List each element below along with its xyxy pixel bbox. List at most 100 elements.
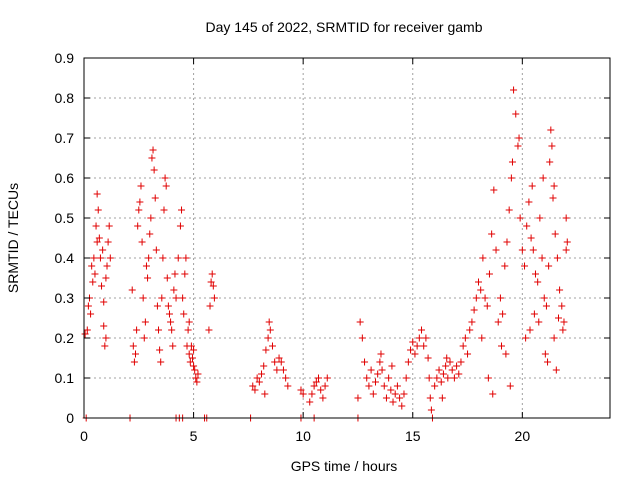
data-point	[136, 198, 144, 206]
data-point	[562, 246, 570, 254]
data-point	[132, 350, 140, 358]
data-point	[376, 358, 384, 366]
data-point	[496, 294, 504, 302]
data-point	[490, 186, 498, 194]
data-point	[160, 206, 168, 214]
data-point	[157, 358, 165, 366]
data-point	[172, 294, 180, 302]
data-point	[528, 182, 536, 190]
data-point	[541, 350, 549, 358]
data-point	[253, 374, 261, 382]
data-point	[553, 254, 561, 262]
data-point	[297, 386, 305, 394]
data-point	[453, 362, 461, 370]
data-point	[554, 314, 562, 322]
data-point	[531, 270, 539, 278]
data-point	[538, 254, 546, 262]
data-point	[382, 394, 390, 402]
data-point	[105, 222, 113, 230]
data-point	[98, 282, 106, 290]
data-point	[425, 374, 433, 382]
data-point	[208, 270, 216, 278]
data-point	[446, 358, 454, 366]
data-point	[387, 386, 395, 394]
data-point	[485, 270, 493, 278]
x-tick-label: 5	[190, 428, 198, 444]
data-point	[529, 246, 537, 254]
data-point	[503, 238, 511, 246]
data-point	[146, 230, 154, 238]
x-axis-label: GPS time / hours	[291, 458, 398, 474]
data-point	[145, 254, 153, 262]
data-point	[512, 110, 520, 118]
data-point	[99, 246, 107, 254]
data-point	[167, 318, 175, 326]
data-point	[137, 182, 145, 190]
data-point	[418, 326, 426, 334]
data-point	[266, 326, 274, 334]
data-point	[185, 318, 193, 326]
data-point	[472, 294, 480, 302]
data-point	[424, 354, 432, 362]
data-point	[207, 278, 215, 286]
data-point	[369, 390, 377, 398]
data-point	[371, 378, 379, 386]
data-point	[102, 274, 110, 282]
data-point	[179, 294, 187, 302]
data-point	[323, 374, 331, 382]
data-point	[284, 382, 292, 390]
data-point	[273, 366, 281, 374]
data-point	[415, 334, 423, 342]
data-point	[140, 334, 148, 342]
data-point	[144, 274, 152, 282]
data-point	[193, 378, 201, 386]
data-point	[562, 214, 570, 222]
data-point	[510, 86, 518, 94]
data-point	[552, 366, 560, 374]
data-point	[483, 302, 491, 310]
data-point	[163, 274, 171, 282]
y-tick-label: 0	[66, 410, 74, 426]
data-point	[178, 206, 186, 214]
data-point	[544, 358, 552, 366]
data-point	[377, 350, 385, 358]
data-point	[141, 318, 149, 326]
data-point	[494, 318, 502, 326]
data-point	[521, 262, 529, 270]
data-point	[88, 262, 96, 270]
data-point	[190, 362, 198, 370]
data-point	[190, 346, 198, 354]
data-point	[92, 222, 100, 230]
data-point	[180, 310, 188, 318]
data-point	[559, 326, 567, 334]
data-point	[488, 230, 496, 238]
data-point	[400, 390, 408, 398]
data-point	[93, 190, 101, 198]
data-point	[413, 342, 421, 350]
data-point	[391, 390, 399, 398]
x-tick-label: 20	[515, 428, 531, 444]
data-point	[549, 194, 557, 202]
data-point	[498, 342, 506, 350]
data-point	[466, 326, 474, 334]
data-point	[135, 206, 143, 214]
data-point	[299, 390, 307, 398]
data-point	[563, 238, 571, 246]
data-point	[525, 198, 533, 206]
data-point	[168, 326, 176, 334]
data-point	[128, 286, 136, 294]
data-point	[506, 382, 514, 390]
data-point	[100, 322, 108, 330]
data-point	[251, 386, 259, 394]
data-point	[260, 362, 268, 370]
data-point	[282, 374, 290, 382]
data-point	[507, 174, 515, 182]
data-point	[101, 342, 109, 350]
data-point	[523, 222, 531, 230]
data-point	[104, 238, 112, 246]
data-point	[158, 294, 166, 302]
data-point	[133, 326, 141, 334]
data-point	[479, 254, 487, 262]
data-point	[194, 370, 202, 378]
